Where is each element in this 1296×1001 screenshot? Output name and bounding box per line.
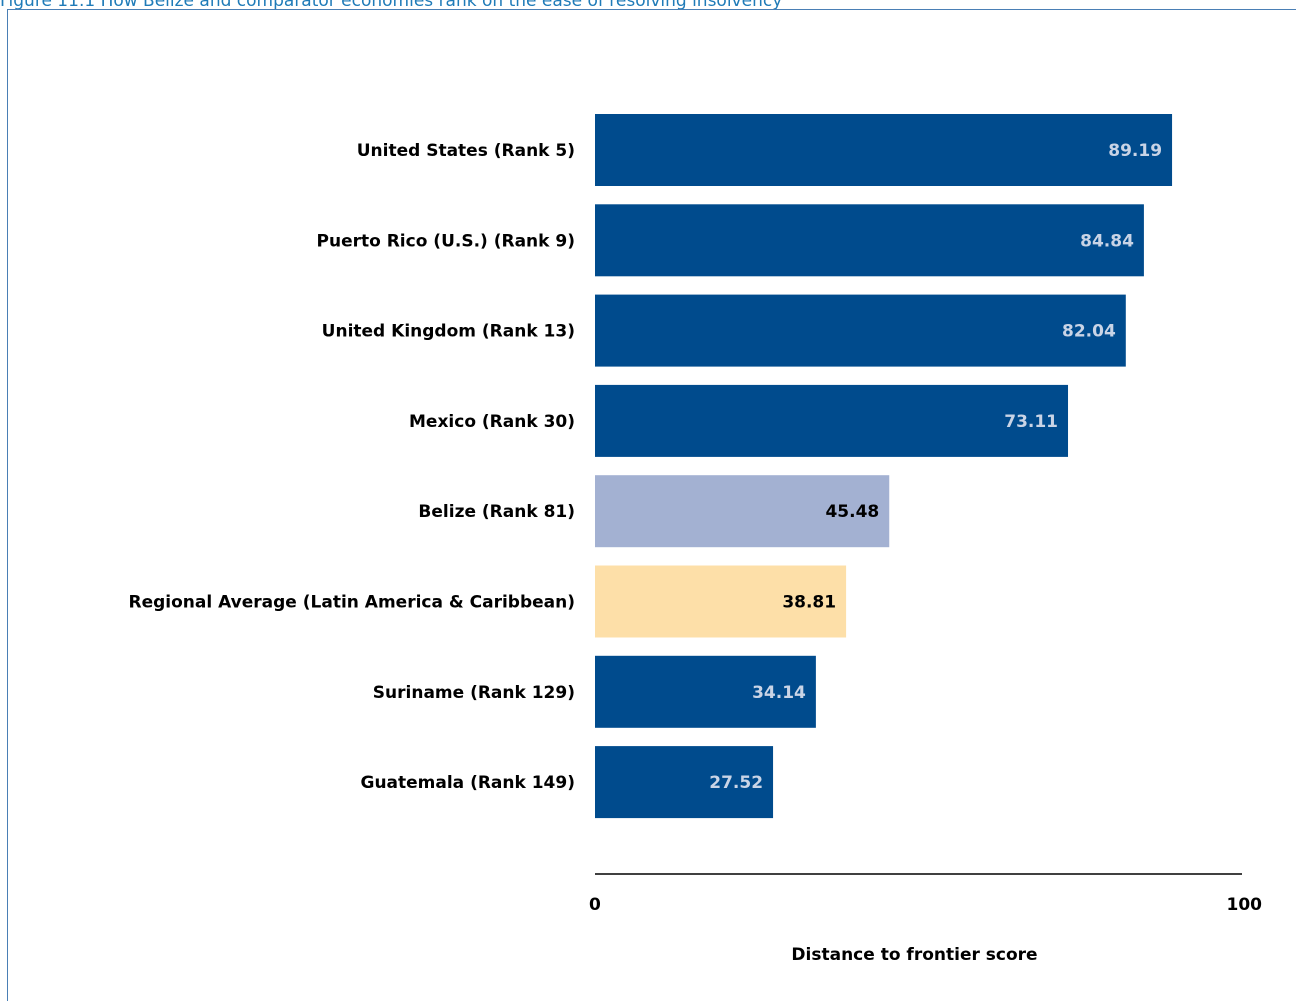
value-label-4: 45.48 bbox=[825, 502, 879, 522]
bar-2 bbox=[595, 294, 1126, 367]
bars-layer bbox=[595, 114, 1173, 819]
value-label-5: 38.81 bbox=[782, 593, 836, 613]
value-label-6: 34.14 bbox=[752, 683, 806, 703]
category-label-7: Guatemala (Rank 149) bbox=[360, 773, 575, 793]
bar-3 bbox=[595, 384, 1069, 457]
category-label-3: Mexico (Rank 30) bbox=[409, 412, 575, 432]
category-label-6: Suriname (Rank 129) bbox=[373, 683, 575, 703]
value-label-0: 89.19 bbox=[1108, 141, 1162, 161]
category-label-1: Puerto Rico (U.S.) (Rank 9) bbox=[317, 231, 575, 251]
x-axis-title: Distance to frontier score bbox=[791, 945, 1037, 965]
x-tick-label-max: 100 bbox=[1227, 895, 1263, 915]
value-label-1: 84.84 bbox=[1080, 231, 1134, 251]
value-label-7: 27.52 bbox=[709, 773, 763, 793]
value-label-3: 73.11 bbox=[1004, 412, 1058, 432]
chart-frame bbox=[7, 9, 1296, 1001]
category-label-5: Regional Average (Latin America & Caribb… bbox=[129, 593, 576, 613]
value-label-2: 82.04 bbox=[1062, 322, 1116, 342]
bar-5 bbox=[595, 565, 847, 638]
bar-4 bbox=[595, 475, 890, 548]
bar-6 bbox=[595, 655, 816, 728]
page-title: Figure 11.1 How Belize and comparator ec… bbox=[0, 0, 783, 11]
category-label-2: United Kingdom (Rank 13) bbox=[322, 322, 575, 342]
bar-7 bbox=[595, 746, 774, 819]
category-label-4: Belize (Rank 81) bbox=[418, 502, 575, 522]
bar-1 bbox=[595, 204, 1144, 277]
bar-0 bbox=[595, 114, 1173, 186]
category-labels: United States (Rank 5) Puerto Rico (U.S.)… bbox=[129, 141, 576, 793]
x-tick-label-min: 0 bbox=[589, 895, 601, 915]
category-label-0: United States (Rank 5) bbox=[357, 141, 575, 161]
value-labels: 89.19 84.84 82.04 73.11 45.48 38.81 34.14 27.52 bbox=[709, 141, 1162, 793]
